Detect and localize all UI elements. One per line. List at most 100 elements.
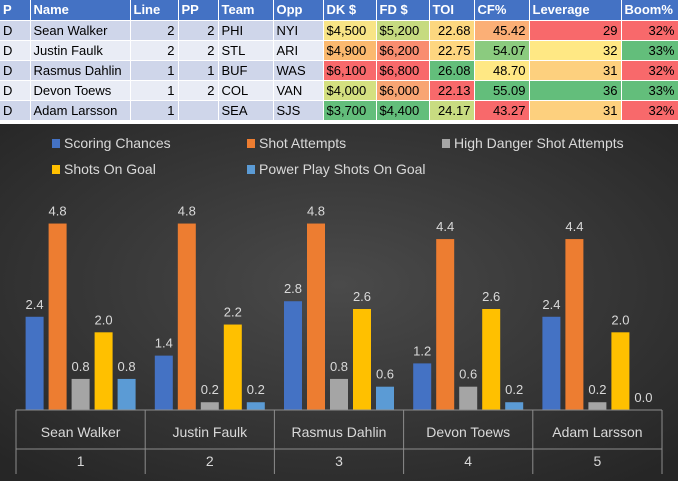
col-header-line[interactable]: Line	[130, 0, 179, 21]
cell-name[interactable]: Justin Faulk	[30, 40, 131, 61]
cell-dk-salary[interactable]: $3,700	[323, 100, 377, 121]
bar-shot-attempts-devon-toews	[436, 239, 455, 410]
cell-toi[interactable]: 24.17	[429, 100, 475, 121]
bar-shot-attempts-sean-walker	[48, 223, 67, 410]
cell-cf-pct[interactable]: 54.07	[474, 40, 530, 61]
cell-fd-salary[interactable]: $6,800	[376, 60, 430, 81]
table-row: D Justin Faulk 2 2 STL ARI $4,900 $6,200…	[0, 40, 678, 61]
cell-opp[interactable]: ARI	[273, 40, 324, 61]
cell-pp[interactable]: 2	[178, 20, 219, 41]
cell-boom-pct[interactable]: 32%	[621, 60, 678, 81]
cell-opp[interactable]: VAN	[273, 80, 324, 101]
col-header-team[interactable]: Team	[218, 0, 274, 21]
col-header-opp[interactable]: Opp	[273, 0, 324, 21]
cell-toi[interactable]: 22.13	[429, 80, 475, 101]
cell-fd-salary[interactable]: $6,200	[376, 40, 430, 61]
x-tick-label-adam-larsson: Adam Larsson	[552, 424, 642, 440]
cell-position[interactable]: D	[0, 40, 31, 61]
x-tick-rank-3: 3	[335, 453, 343, 469]
cell-team[interactable]: STL	[218, 40, 274, 61]
bar-chart-svg: Scoring Chances Shot Attempts High Danger …	[0, 124, 678, 481]
cell-position[interactable]: D	[0, 80, 31, 101]
bar-high-danger-shot-attempts-justin-faulk	[200, 402, 219, 410]
cell-cf-pct[interactable]: 55.09	[474, 80, 530, 101]
bar-shots-on-goal-justin-faulk	[223, 324, 242, 410]
cell-fd-salary[interactable]: $4,400	[376, 100, 430, 121]
cell-team[interactable]: SEA	[218, 100, 274, 121]
cell-boom-pct[interactable]: 33%	[621, 40, 678, 61]
cell-toi[interactable]: 22.68	[429, 20, 475, 41]
col-header-toi[interactable]: TOI	[429, 0, 475, 21]
bar-power-play-shots-on-goal-sean-walker	[117, 378, 136, 410]
cell-cf-pct[interactable]: 45.42	[474, 20, 530, 41]
data-label-shot-attempts-justin-faulk: 4.8	[178, 204, 196, 219]
col-header-boom-pct[interactable]: Boom%	[621, 0, 678, 21]
cell-name[interactable]: Sean Walker	[30, 20, 131, 41]
legend-label-power-play-shots-on-goal: Power Play Shots On Goal	[259, 161, 426, 177]
legend-label-high-danger-shot-attempts: High Danger Shot Attempts	[454, 135, 624, 151]
cell-dk-salary[interactable]: $4,500	[323, 20, 377, 41]
col-header-leverage[interactable]: Leverage	[529, 0, 622, 21]
cell-toi[interactable]: 22.75	[429, 40, 475, 61]
col-header-name[interactable]: Name	[30, 0, 131, 21]
cell-toi[interactable]: 26.08	[429, 60, 475, 81]
cell-dk-salary[interactable]: $4,900	[323, 40, 377, 61]
bar-high-danger-shot-attempts-rasmus-dahlin	[330, 378, 348, 410]
cell-pp[interactable]: 2	[178, 80, 219, 101]
cell-leverage[interactable]: 36	[529, 80, 622, 101]
player-stats-table: P Name Line PP Team Opp DK $ FD $ TOI CF…	[0, 0, 678, 121]
cell-name[interactable]: Devon Toews	[30, 80, 131, 101]
cell-line[interactable]: 1	[130, 60, 179, 81]
cell-pp[interactable]	[178, 100, 219, 121]
cell-name[interactable]: Adam Larsson	[30, 100, 131, 121]
bar-scoring-chances-adam-larsson	[542, 316, 561, 410]
cell-boom-pct[interactable]: 32%	[621, 20, 678, 41]
cell-dk-salary[interactable]: $6,100	[323, 60, 377, 81]
chart-background	[0, 124, 678, 481]
cell-line[interactable]: 1	[130, 80, 179, 101]
legend-label-shot-attempts: Shot Attempts	[259, 135, 346, 151]
table-row: D Rasmus Dahlin 1 1 BUF WAS $6,100 $6,80…	[0, 60, 678, 81]
cell-cf-pct[interactable]: 48.70	[474, 60, 530, 81]
col-header-position[interactable]: P	[0, 0, 31, 21]
cell-position[interactable]: D	[0, 100, 31, 121]
col-header-dk-salary[interactable]: DK $	[323, 0, 377, 21]
cell-opp[interactable]: WAS	[273, 60, 324, 81]
cell-name[interactable]: Rasmus Dahlin	[30, 60, 131, 81]
col-header-cf-pct[interactable]: CF%	[474, 0, 530, 21]
cell-boom-pct[interactable]: 33%	[621, 80, 678, 101]
data-label-scoring-chances-sean-walker: 2.4	[26, 297, 44, 312]
cell-team[interactable]: PHI	[218, 20, 274, 41]
cell-fd-salary[interactable]: $6,000	[376, 80, 430, 101]
x-tick-label-devon-toews: Devon Toews	[426, 424, 510, 440]
x-tick-label-sean-walker: Sean Walker	[41, 424, 121, 440]
cell-leverage[interactable]: 29	[529, 20, 622, 41]
cell-boom-pct[interactable]: 32%	[621, 100, 678, 121]
data-label-high-danger-shot-attempts-rasmus-dahlin: 0.8	[330, 359, 348, 374]
data-label-power-play-shots-on-goal-justin-faulk: 0.2	[247, 382, 265, 397]
cell-line[interactable]: 1	[130, 100, 179, 121]
col-header-pp[interactable]: PP	[178, 0, 219, 21]
table-header-row: P Name Line PP Team Opp DK $ FD $ TOI CF…	[0, 0, 678, 21]
cell-team[interactable]: COL	[218, 80, 274, 101]
cell-line[interactable]: 2	[130, 20, 179, 41]
bar-high-danger-shot-attempts-sean-walker	[71, 378, 90, 410]
cell-pp[interactable]: 1	[178, 60, 219, 81]
col-header-fd-salary[interactable]: FD $	[376, 0, 430, 21]
cell-leverage[interactable]: 31	[529, 100, 622, 121]
data-label-shots-on-goal-rasmus-dahlin: 2.6	[353, 289, 371, 304]
bar-shot-attempts-adam-larsson	[565, 239, 584, 410]
cell-cf-pct[interactable]: 43.27	[474, 100, 530, 121]
cell-position[interactable]: D	[0, 20, 31, 41]
cell-opp[interactable]: SJS	[273, 100, 324, 121]
cell-leverage[interactable]: 32	[529, 40, 622, 61]
cell-line[interactable]: 2	[130, 40, 179, 61]
data-label-shots-on-goal-adam-larsson: 2.0	[611, 312, 629, 327]
cell-dk-salary[interactable]: $4,000	[323, 80, 377, 101]
cell-position[interactable]: D	[0, 60, 31, 81]
cell-opp[interactable]: NYI	[273, 20, 324, 41]
cell-team[interactable]: BUF	[218, 60, 274, 81]
cell-leverage[interactable]: 31	[529, 60, 622, 81]
cell-pp[interactable]: 2	[178, 40, 219, 61]
cell-fd-salary[interactable]: $5,200	[376, 20, 430, 41]
